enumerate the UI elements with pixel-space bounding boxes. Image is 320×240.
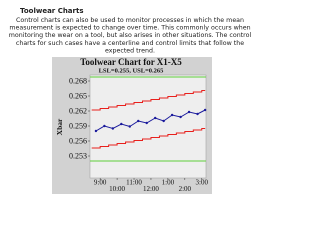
body-line: charts for such cases have a centerline … bbox=[16, 40, 244, 47]
slide: Toolwear Charts Control charts can also … bbox=[9, 7, 252, 194]
data-point bbox=[170, 113, 174, 117]
data-point bbox=[128, 125, 131, 128]
data-point bbox=[94, 129, 98, 133]
data-point bbox=[187, 110, 191, 114]
body-text: Control charts can also be used to monit… bbox=[9, 17, 252, 54]
data-point bbox=[196, 112, 199, 116]
data-point bbox=[179, 115, 182, 119]
data-point bbox=[153, 116, 157, 120]
x-tick-label: 1:00 bbox=[162, 179, 175, 187]
series-line bbox=[95, 109, 206, 132]
body-line: monitoring the wear on a tool, but also … bbox=[9, 32, 252, 39]
data-point bbox=[162, 119, 165, 123]
y-tick-label: 0.259 bbox=[69, 122, 87, 131]
x-tick-label: 3:00 bbox=[196, 179, 209, 187]
data-point bbox=[103, 124, 106, 128]
page: Toolwear Charts Control charts can also … bbox=[8, 7, 252, 194]
body-line: expected trend. bbox=[105, 47, 155, 54]
y-axis-label: Xbar bbox=[55, 118, 64, 135]
x-tick-label: 2:00 bbox=[179, 185, 192, 193]
x-tick-label: 9:00 bbox=[94, 179, 107, 187]
y-tick-label: 0.253 bbox=[69, 152, 87, 161]
data-point bbox=[203, 108, 207, 112]
heading: Toolwear Charts bbox=[20, 7, 84, 15]
y-tick-label: 0.265 bbox=[69, 92, 87, 101]
data-point bbox=[137, 119, 140, 123]
series-line bbox=[91, 90, 206, 111]
data-point bbox=[120, 122, 123, 126]
series-line bbox=[91, 128, 206, 149]
y-tick-label: 0.268 bbox=[69, 77, 87, 86]
x-tick-label: 11:00 bbox=[126, 179, 142, 187]
y-tick-label: 0.256 bbox=[69, 137, 87, 146]
body-line: Control charts can also be used to monit… bbox=[16, 17, 244, 24]
data-point bbox=[111, 127, 115, 130]
body-line: measurement is expected to change over t… bbox=[9, 25, 250, 32]
data-point bbox=[145, 121, 148, 125]
chart-subtitle: LSL=0.255, USL=0.265 bbox=[99, 68, 165, 75]
y-tick-label: 0.262 bbox=[69, 107, 87, 116]
chart-title: Toolwear Chart for X1-X5 bbox=[80, 57, 182, 67]
x-tick-label: 12:00 bbox=[143, 185, 159, 193]
x-tick-label: 10:00 bbox=[109, 185, 125, 193]
